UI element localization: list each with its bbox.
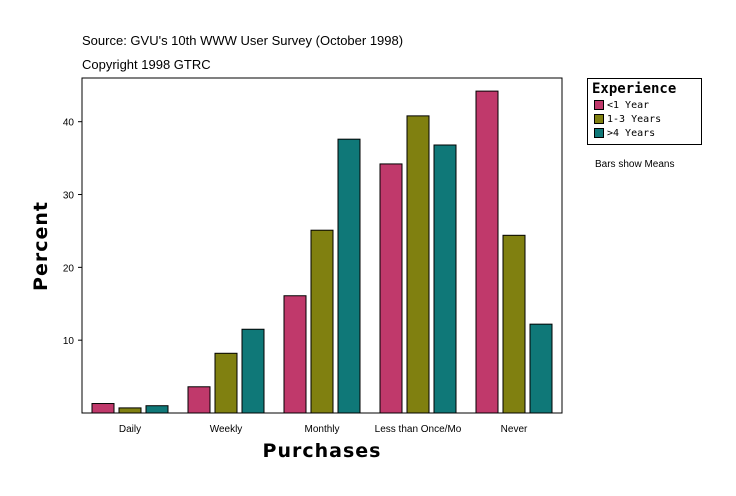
copyright-caption: Copyright 1998 GTRC xyxy=(82,57,211,72)
bar-monthly-2 xyxy=(337,138,361,414)
x-tick-label: Monthly xyxy=(304,424,339,435)
source-caption: Source: GVU's 10th WWW User Survey (Octo… xyxy=(82,33,404,48)
bar-monthly-0 xyxy=(283,295,307,414)
legend-item: 1-3 Years xyxy=(594,113,661,125)
bars-group xyxy=(91,90,553,414)
legend-swatch-lt1 xyxy=(594,100,604,110)
x-axis: Daily Weekly Monthly Less than Once/Mo Never xyxy=(119,424,528,435)
y-tick-label: 10 xyxy=(63,336,75,347)
legend-label: 1-3 Years xyxy=(607,113,662,125)
bar-daily-2 xyxy=(145,405,169,414)
x-axis-title: Purchases xyxy=(263,440,382,462)
x-tick-label: Daily xyxy=(119,424,141,435)
legend-item: <1 Year xyxy=(594,99,649,111)
bar-never-2 xyxy=(529,323,553,414)
bar-never-0 xyxy=(475,90,499,414)
legend-swatch-gt4 xyxy=(594,128,604,138)
legend-label: <1 Year xyxy=(607,99,650,111)
bar-daily-1 xyxy=(118,407,142,414)
legend-item: >4 Years xyxy=(594,127,655,139)
x-tick-label: Weekly xyxy=(210,424,243,435)
y-axis-title: Percent xyxy=(30,201,52,291)
legend-label: >4 Years xyxy=(607,127,656,139)
bar-less-than-once-mo-2 xyxy=(433,144,457,414)
bar-daily-0 xyxy=(91,403,115,414)
bar-weekly-2 xyxy=(241,328,265,414)
bars-note: Bars show Means xyxy=(595,159,675,170)
legend-swatch-1to3 xyxy=(594,114,604,124)
bar-less-than-once-mo-0 xyxy=(379,163,403,414)
y-tick-label: 40 xyxy=(63,118,75,129)
bar-weekly-1 xyxy=(214,352,238,414)
y-tick-label: 20 xyxy=(63,263,75,274)
y-tick-label: 30 xyxy=(63,191,75,202)
bar-weekly-0 xyxy=(187,386,211,414)
bar-never-1 xyxy=(502,234,526,414)
x-tick-label: Less than Once/Mo xyxy=(375,424,462,435)
legend: Experience <1 Year 1-3 Years >4 Years xyxy=(587,78,702,145)
legend-title: Experience xyxy=(592,81,677,97)
y-axis: 10 20 30 40 xyxy=(63,118,82,347)
bar-monthly-1 xyxy=(310,229,334,414)
x-tick-label: Never xyxy=(501,424,528,435)
bar-less-than-once-mo-1 xyxy=(406,115,430,414)
